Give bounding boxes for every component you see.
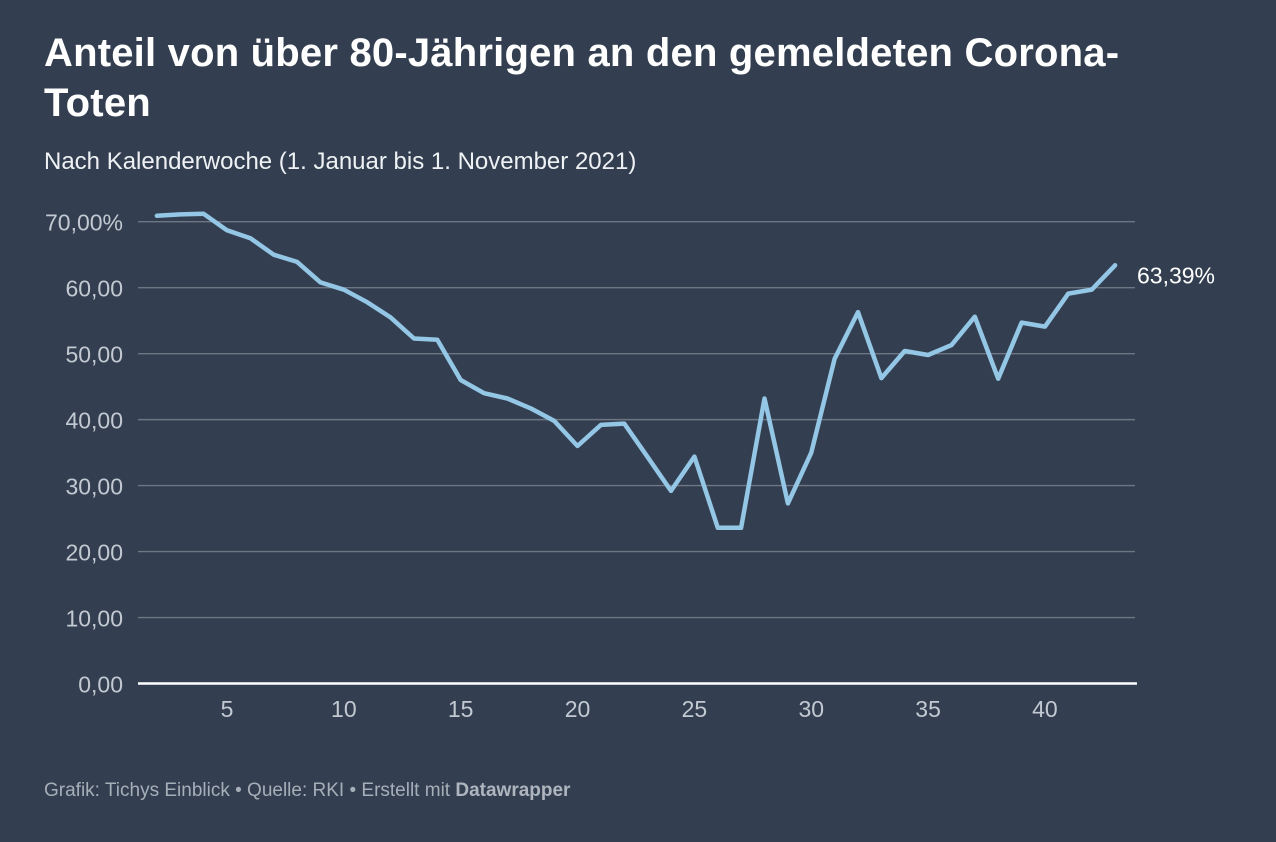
y-axis-tick-label: 40,00 (65, 408, 123, 434)
x-axis-tick-label: 15 (448, 696, 474, 722)
y-axis-tick-label: 70,00% (45, 210, 123, 236)
x-axis-tick-label: 25 (682, 696, 708, 722)
y-axis-tick-label: 20,00 (65, 540, 123, 566)
data-line (154, 211, 1118, 531)
end-value-label: 63,39% (1137, 262, 1215, 288)
x-axis-tick-label: 30 (798, 696, 824, 722)
y-axis-tick-label: 10,00 (65, 606, 123, 632)
chart-footer: Grafik: Tichys Einblick • Quelle: RKI • … (44, 780, 570, 802)
y-axis-tick-label: 30,00 (65, 474, 123, 500)
footer-credit: Grafik: Tichys Einblick • Quelle: RKI • … (44, 780, 456, 801)
y-axis-tick-label: 60,00 (65, 276, 123, 302)
x-axis-tick-label: 40 (1032, 696, 1058, 722)
chart-subtitle: Nach Kalenderwoche (1. Januar bis 1. Nov… (44, 148, 637, 175)
footer-datawrapper-label: Datawrapper (455, 780, 571, 801)
y-axis-tick-label: 0,00 (78, 672, 123, 698)
x-axis-tick-label: 35 (915, 696, 941, 722)
x-axis-tick-label: 20 (565, 696, 591, 722)
x-axis-tick-label: 5 (221, 696, 234, 722)
y-axis-tick-label: 50,00 (65, 342, 123, 368)
chart-title: Anteil von über 80-Jährigen an den gemel… (44, 31, 1120, 125)
x-axis-tick-label: 10 (331, 696, 357, 722)
